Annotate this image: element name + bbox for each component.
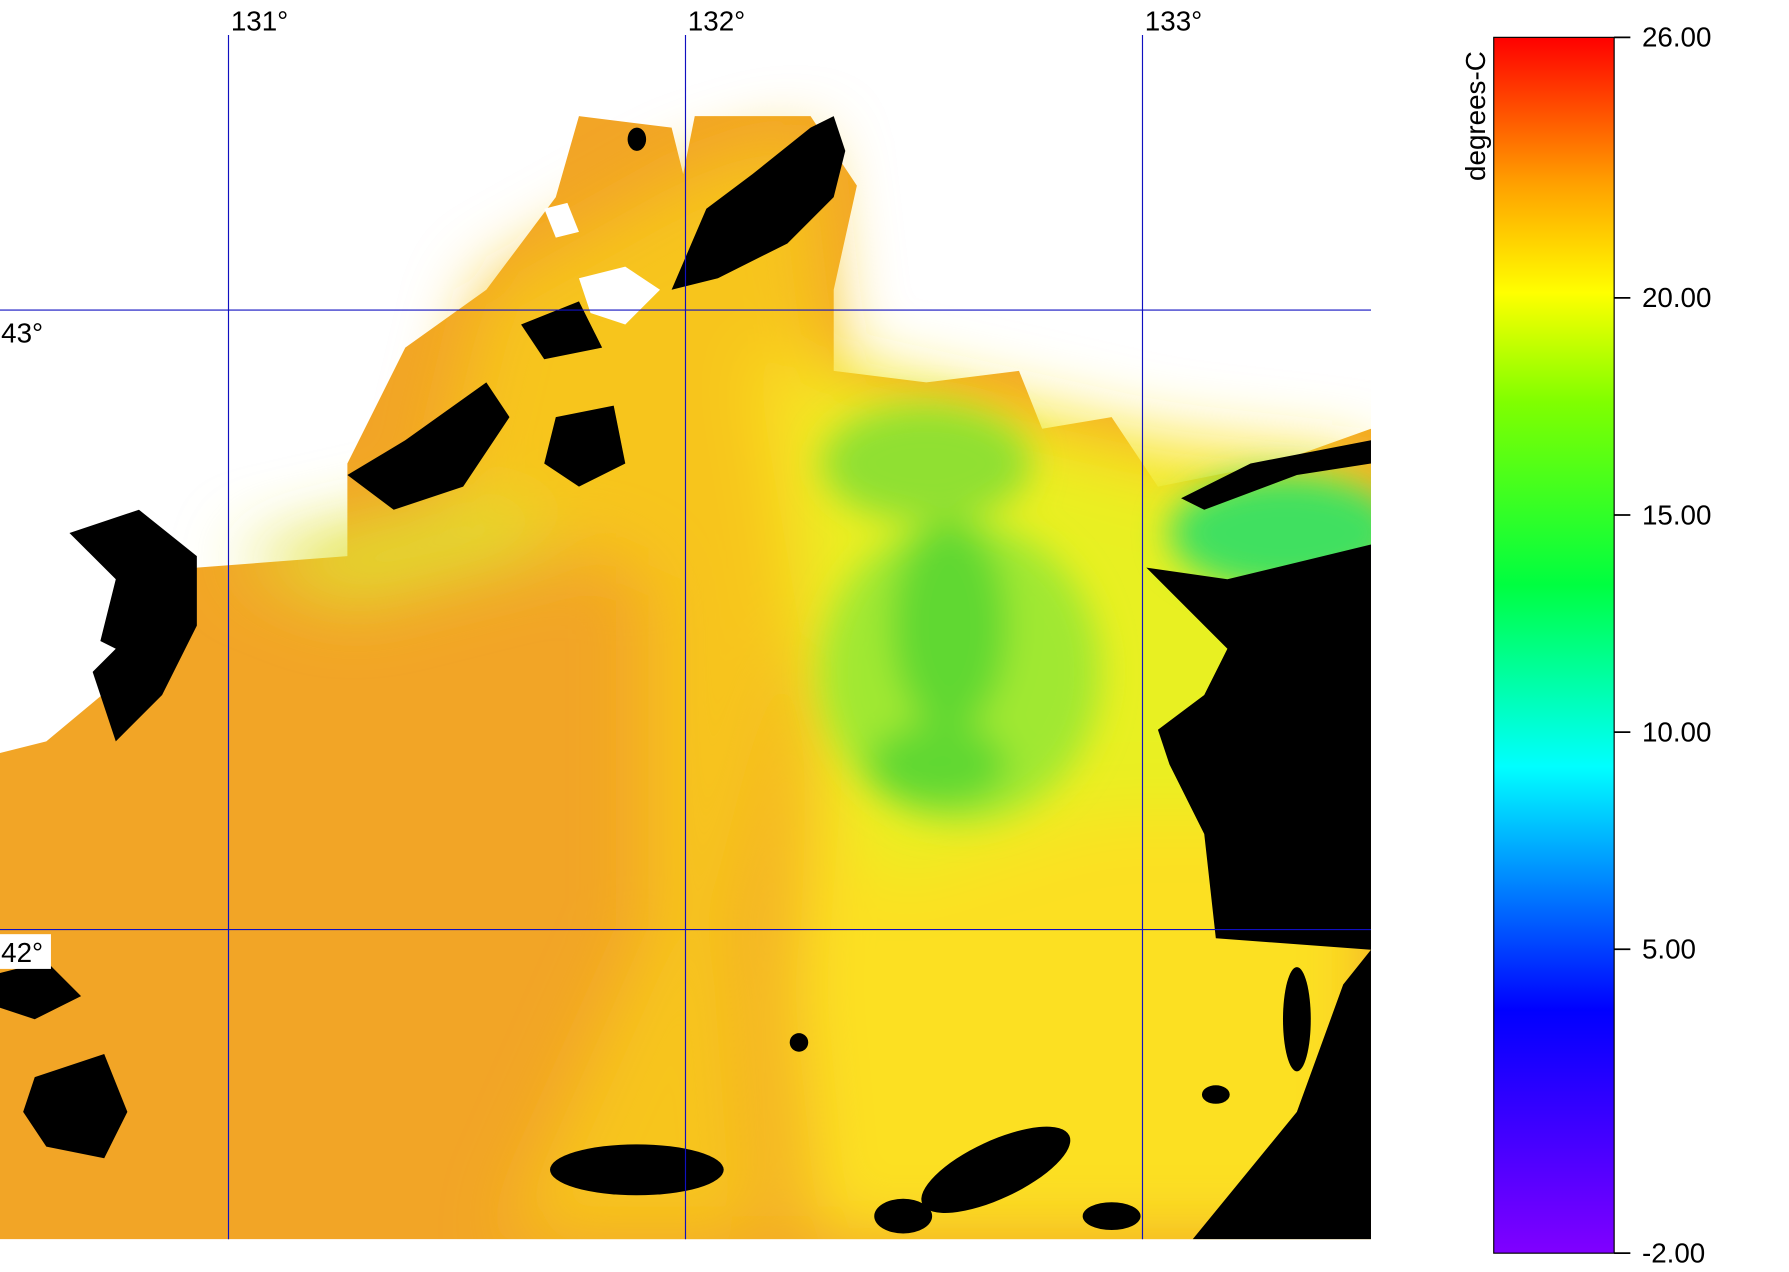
colorbar — [1493, 36, 1615, 1254]
colorbar-tick-label: 15.00 — [1642, 499, 1712, 530]
lat-label-bg — [0, 314, 51, 350]
graticule — [0, 35, 1371, 1240]
colorbar-tick-label: 20.00 — [1642, 282, 1712, 313]
colorbar-tick-label: 5.00 — [1642, 933, 1696, 964]
sst-field — [0, 116, 1371, 1240]
lat-label-bg — [0, 934, 51, 969]
lon-label: 132° — [688, 5, 745, 36]
cool-fields — [822, 405, 1371, 823]
colorbar-tick-label: -2.00 — [1642, 1237, 1705, 1268]
colorbar-label: degrees-C — [1460, 51, 1491, 181]
lon-label: 133° — [1145, 5, 1202, 36]
masked-land-cloud — [0, 116, 1371, 1240]
colorbar-tick-label: 26.00 — [1642, 22, 1712, 53]
lat-label: 43° — [1, 317, 43, 348]
lon-label: 131° — [231, 5, 288, 36]
lat-label: 42° — [1, 937, 43, 968]
colorbar-tick-label: 10.00 — [1642, 716, 1712, 747]
